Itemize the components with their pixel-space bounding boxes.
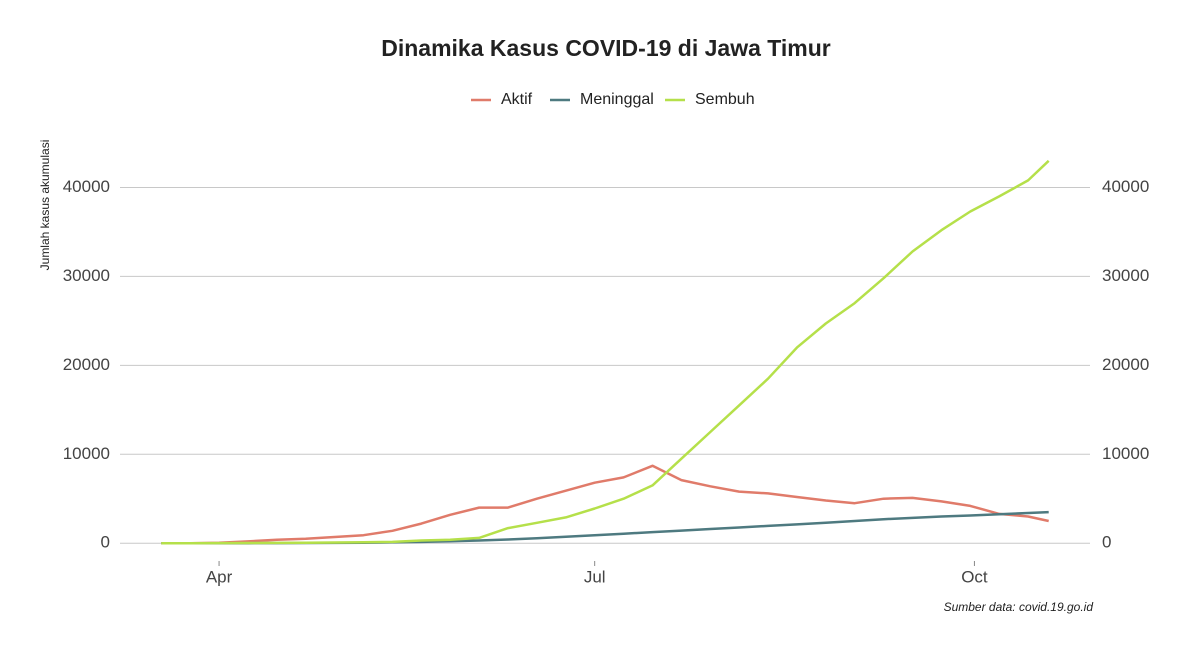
y-tick-label: 0 — [101, 533, 110, 552]
y-tick-label: 30000 — [63, 266, 110, 285]
y2-tick-label: 20000 — [1102, 355, 1149, 374]
x-tick-label: Oct — [961, 567, 988, 586]
series-line — [161, 159, 1050, 545]
x-tick-label: Apr — [206, 567, 233, 586]
chart-title: Dinamika Kasus COVID-19 di Jawa Timur — [381, 35, 831, 61]
y-tick-label: 40000 — [63, 177, 110, 196]
y-tick-label: 10000 — [63, 444, 110, 463]
y2-tick-label: 30000 — [1102, 266, 1149, 285]
y-axis-label: Jumlah kasus akumulasi — [38, 140, 52, 271]
caption: Sumber data: covid.19.go.id — [944, 600, 1094, 614]
x-tick-label: Jul — [584, 567, 606, 586]
series-line — [161, 464, 1049, 545]
y-tick-label: 20000 — [63, 355, 110, 374]
legend-label: Aktif — [501, 91, 533, 108]
legend-label: Meninggal — [580, 91, 654, 108]
legend-label: Sembuh — [695, 91, 755, 108]
y2-tick-label: 0 — [1102, 533, 1111, 552]
y2-tick-label: 10000 — [1102, 444, 1149, 463]
y2-tick-label: 40000 — [1102, 177, 1149, 196]
